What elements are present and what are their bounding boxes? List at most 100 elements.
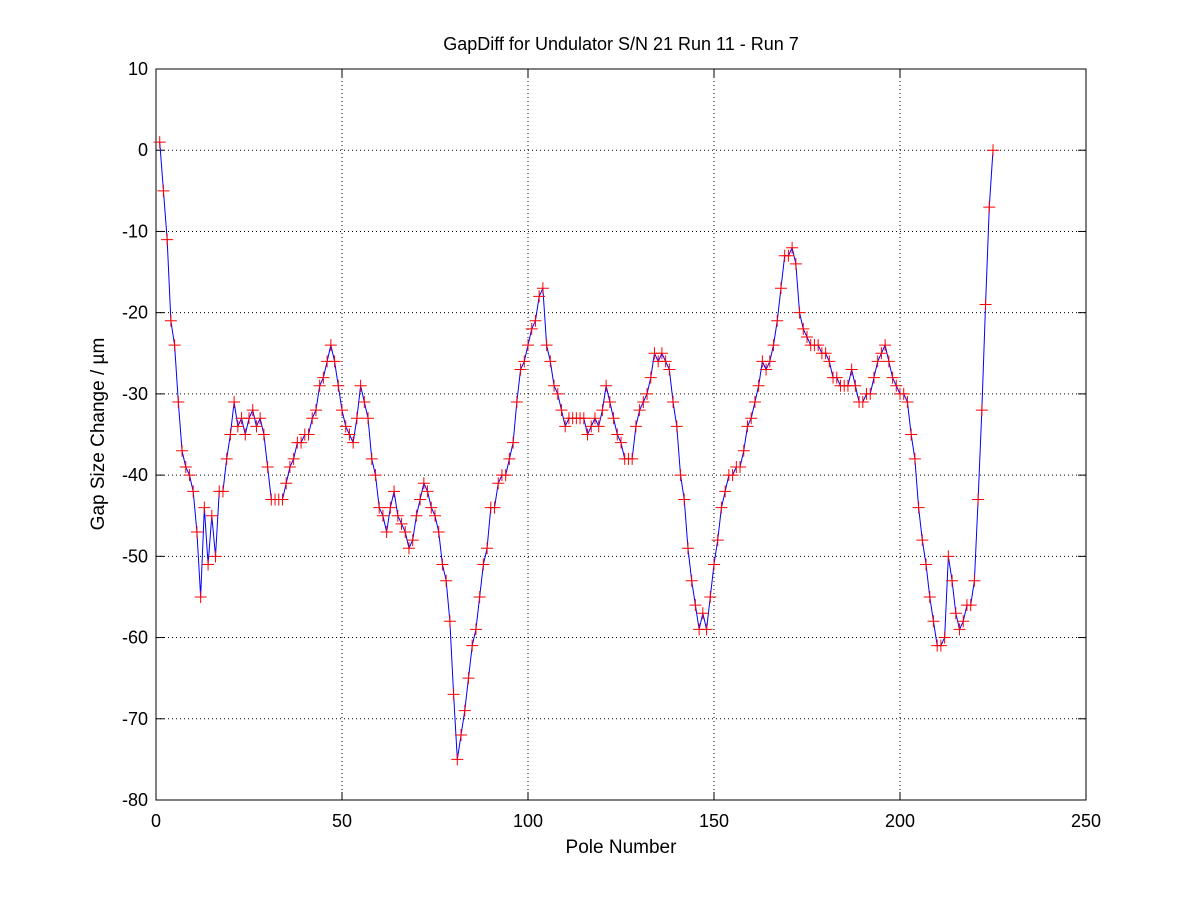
data-marker	[202, 558, 215, 571]
data-marker	[466, 639, 479, 652]
data-marker	[507, 436, 520, 449]
plot-frame	[155, 68, 1087, 801]
data-marker	[533, 290, 546, 303]
data-marker	[406, 534, 419, 547]
data-marker	[588, 412, 601, 425]
data-marker	[793, 306, 806, 319]
data-marker	[615, 436, 627, 449]
data-marker	[830, 371, 843, 384]
data-marker	[176, 444, 189, 457]
data-marker	[767, 339, 780, 352]
data-marker	[548, 379, 561, 392]
data-marker	[577, 412, 590, 425]
data-marker	[908, 452, 921, 465]
data-marker	[458, 704, 471, 717]
data-marker	[451, 753, 464, 766]
chart-title: GapDiff for Undulator S/N 21 Run 11 - Ru…	[443, 34, 799, 54]
data-marker	[544, 355, 557, 368]
data-marker	[336, 404, 348, 417]
data-marker	[257, 428, 270, 441]
data-marker	[801, 331, 813, 344]
data-marker	[700, 623, 713, 636]
data-marker	[708, 558, 720, 571]
data-marker	[674, 469, 687, 482]
data-marker	[633, 404, 646, 417]
data-marker	[503, 452, 516, 465]
y-tick-label: -70	[122, 709, 148, 729]
data-marker	[875, 347, 888, 360]
data-marker	[685, 574, 698, 587]
data-marker	[168, 339, 181, 352]
data-marker	[343, 428, 356, 441]
data-marker	[477, 558, 490, 571]
data-marker	[964, 599, 977, 612]
data-marker	[455, 729, 468, 742]
data-marker	[886, 371, 899, 384]
data-marker	[596, 404, 609, 417]
data-marker	[637, 396, 650, 409]
data-marker	[797, 322, 810, 335]
data-marker	[425, 501, 438, 514]
data-marker	[436, 558, 449, 571]
data-marker	[946, 574, 959, 587]
data-marker	[481, 542, 494, 555]
data-marker	[205, 509, 218, 522]
data-marker	[879, 339, 892, 352]
data-marker	[659, 355, 672, 368]
data-marker	[864, 387, 877, 400]
data-marker	[183, 469, 196, 482]
data-marker	[663, 363, 676, 376]
data-marker	[332, 379, 345, 392]
data-marker	[975, 404, 988, 417]
data-marker	[194, 590, 207, 603]
data-marker	[629, 420, 642, 433]
data-marker	[373, 501, 386, 514]
x-tick-label: 150	[699, 811, 729, 831]
data-marker	[949, 607, 962, 620]
data-marker	[313, 379, 326, 392]
data-marker	[410, 509, 423, 522]
data-marker	[239, 428, 252, 441]
data-marker	[600, 379, 613, 392]
data-marker	[190, 525, 203, 538]
data-marker	[317, 371, 330, 384]
data-marker	[302, 428, 315, 441]
data-marker	[417, 477, 430, 490]
data-marker	[726, 469, 739, 482]
data-marker	[254, 412, 267, 425]
x-axis-label: Pole Number	[566, 837, 678, 858]
data-marker	[607, 412, 620, 425]
data-marker	[499, 469, 512, 482]
data-marker	[845, 363, 858, 376]
data-marker	[905, 428, 918, 441]
data-marker	[912, 501, 925, 514]
data-marker	[763, 355, 776, 368]
data-marker	[774, 282, 787, 295]
data-marker	[224, 428, 237, 441]
data-marker	[942, 550, 955, 563]
data-marker	[395, 517, 408, 530]
data-marker	[559, 420, 572, 433]
data-marker	[882, 355, 895, 368]
data-marker	[365, 452, 378, 465]
data-marker	[748, 396, 761, 409]
data-marker	[306, 412, 319, 425]
data-marker	[172, 396, 185, 409]
data-marker	[276, 493, 289, 506]
data-marker	[432, 525, 445, 538]
data-marker	[592, 420, 605, 433]
data-marker	[849, 379, 862, 392]
data-marker	[734, 460, 747, 473]
data-marker	[581, 428, 594, 441]
data-marker	[469, 623, 482, 636]
data-marker	[681, 542, 694, 555]
y-tick-label: -40	[122, 465, 148, 485]
data-marker	[161, 233, 174, 246]
data-marker	[473, 590, 486, 603]
data-marker	[704, 590, 717, 603]
data-marker	[391, 509, 404, 522]
data-marker	[655, 347, 668, 360]
data-marker	[243, 412, 255, 425]
data-marker	[488, 501, 501, 514]
